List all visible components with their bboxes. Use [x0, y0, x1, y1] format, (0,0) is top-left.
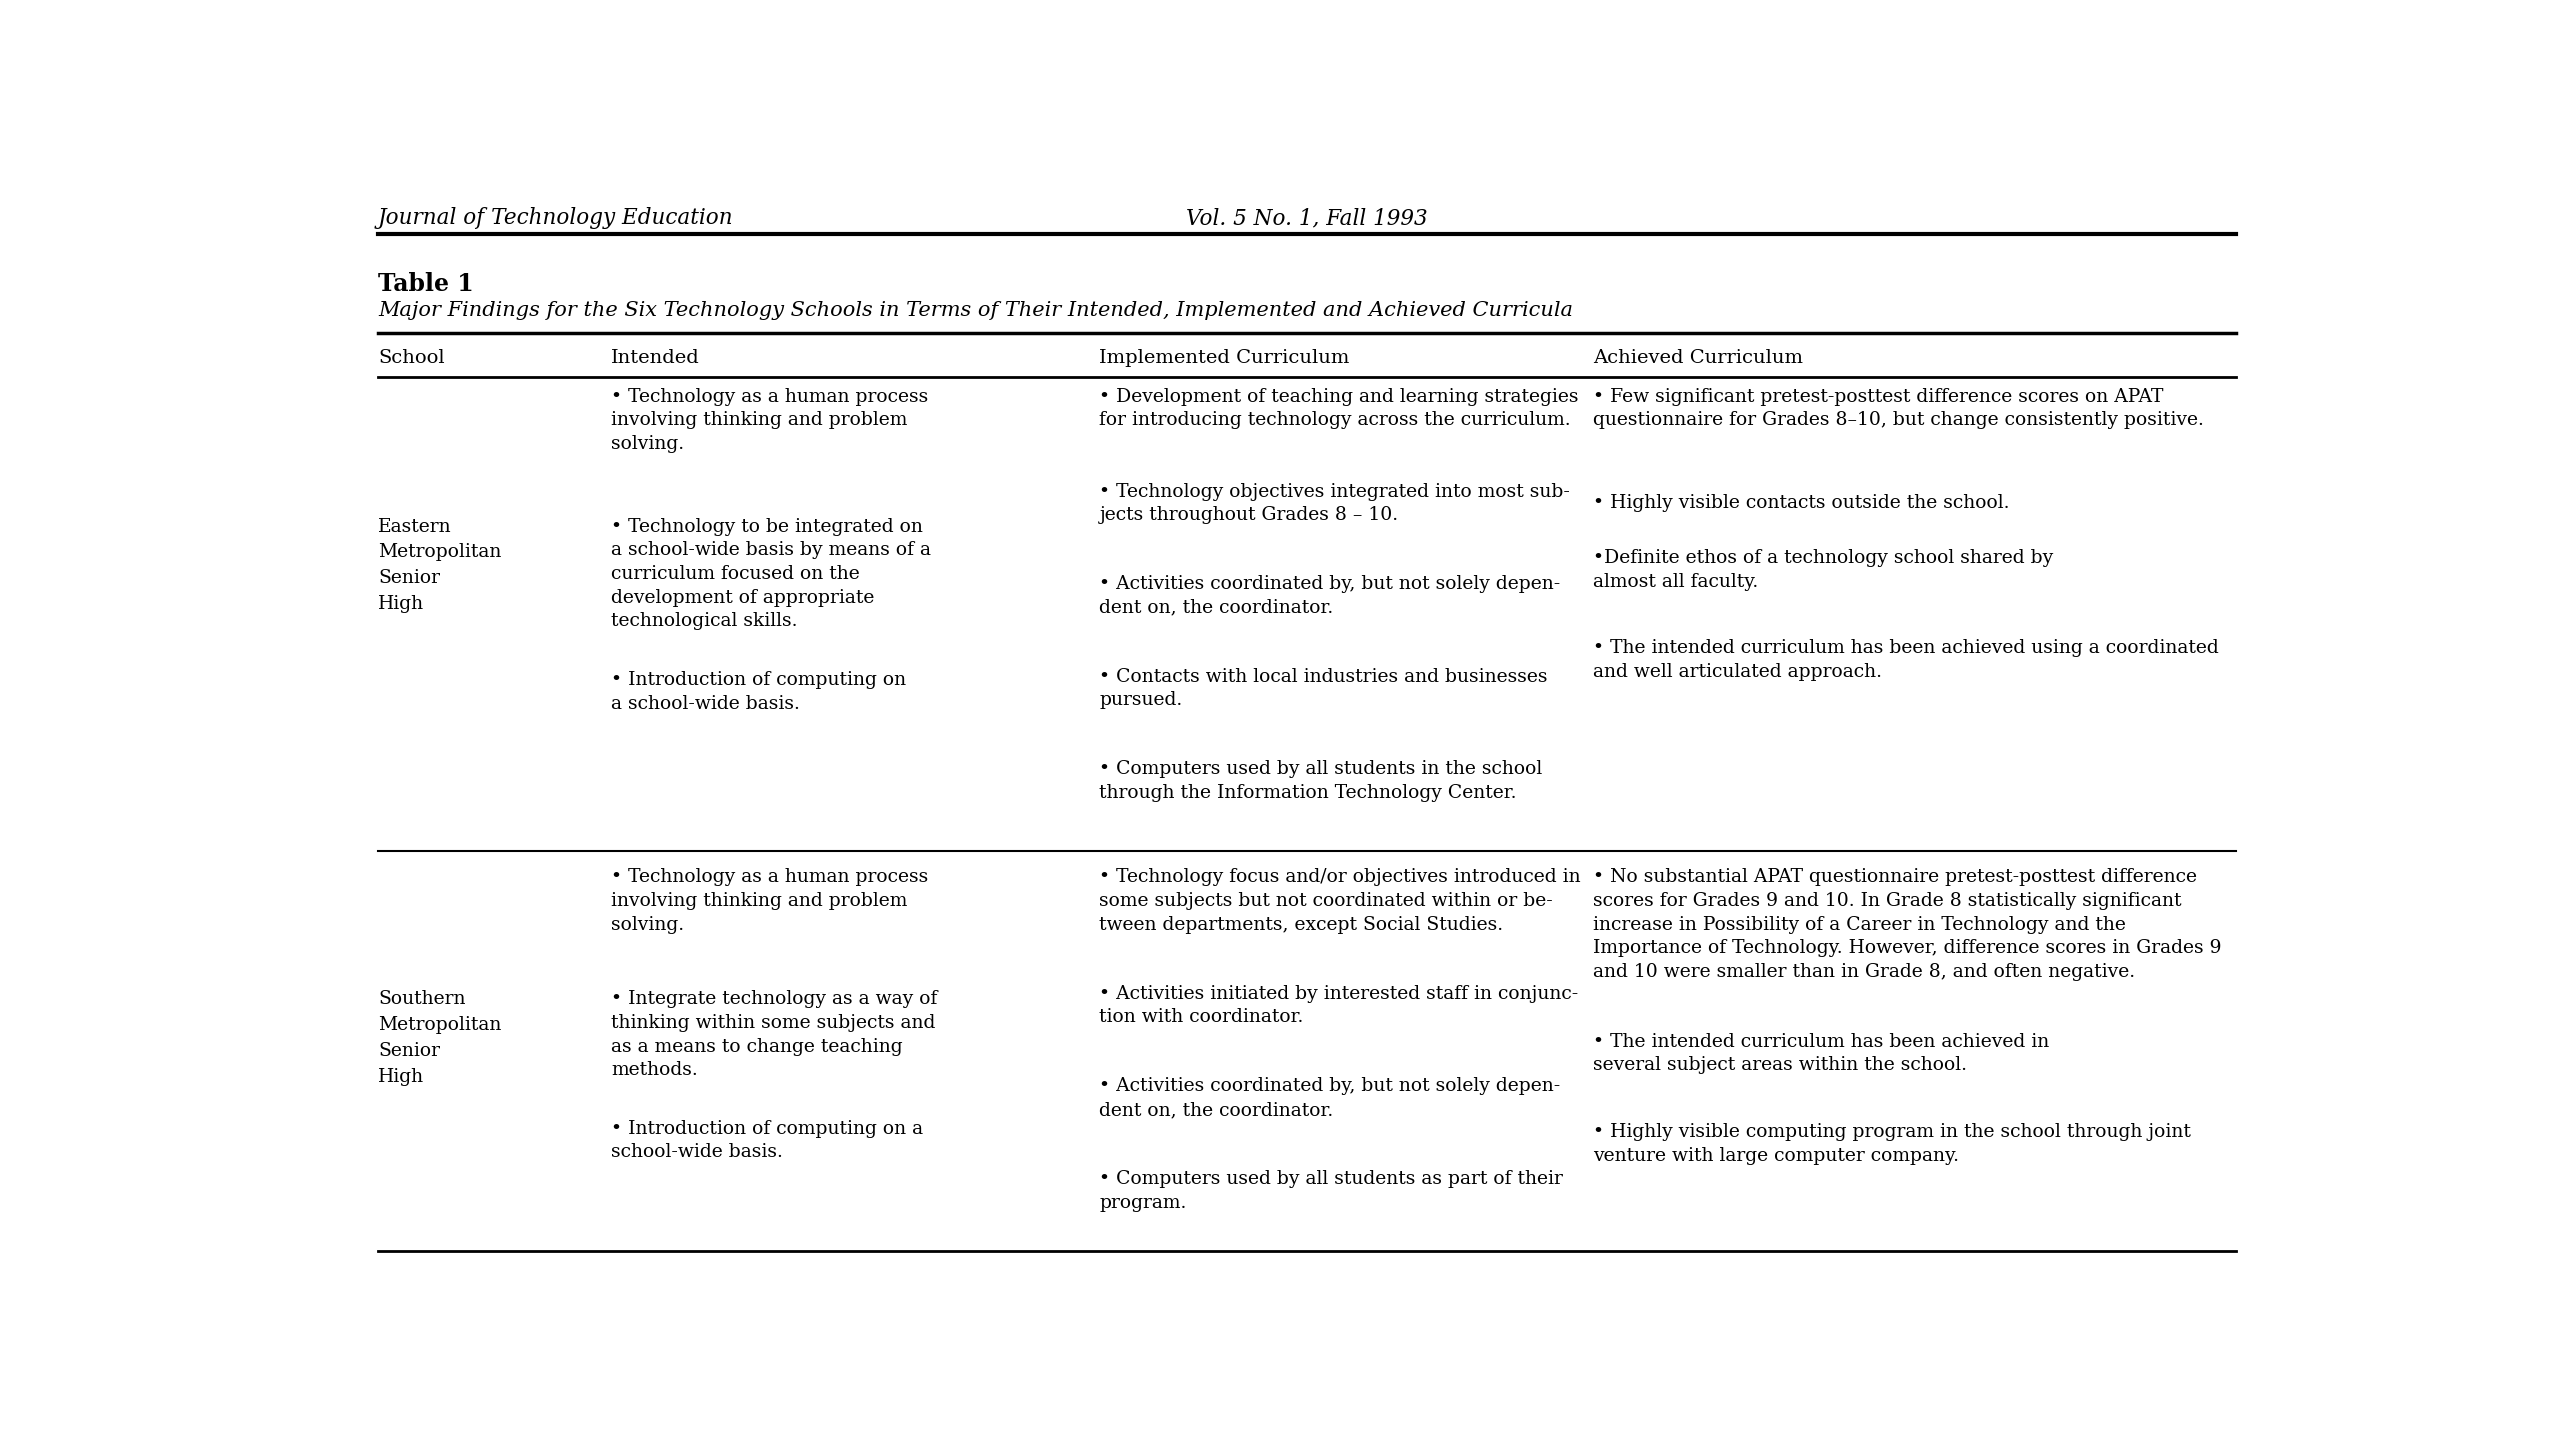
- Text: • Computers used by all students in the school
through the Information Technolog: • Computers used by all students in the …: [1099, 760, 1543, 802]
- Text: • Activities initiated by interested staff in conjunc-
tion with coordinator.: • Activities initiated by interested sta…: [1099, 985, 1578, 1027]
- Text: Intended: Intended: [612, 349, 701, 366]
- Text: Implemented Curriculum: Implemented Curriculum: [1099, 349, 1349, 366]
- Text: • Technology as a human process
involving thinking and problem
solving.: • Technology as a human process involvin…: [612, 869, 928, 934]
- Text: • Integrate technology as a way of
thinking within some subjects and
as a means : • Integrate technology as a way of think…: [612, 990, 938, 1079]
- Text: • Technology as a human process
involving thinking and problem
solving.: • Technology as a human process involvin…: [612, 388, 928, 453]
- Text: • Computers used by all students as part of their
program.: • Computers used by all students as part…: [1099, 1170, 1563, 1212]
- Text: • Technology to be integrated on
a school-wide basis by means of a
curriculum fo: • Technology to be integrated on a schoo…: [612, 518, 931, 630]
- Text: • Contacts with local industries and businesses
pursued.: • Contacts with local industries and bus…: [1099, 668, 1548, 710]
- Text: •Definite ethos of a technology school shared by
almost all faculty.: •Definite ethos of a technology school s…: [1594, 549, 2053, 591]
- Text: • Activities coordinated by, but not solely depen-
dent on, the coordinator.: • Activities coordinated by, but not sol…: [1099, 575, 1561, 617]
- Text: • Technology objectives integrated into most sub-
jects throughout Grades 8 – 10: • Technology objectives integrated into …: [1099, 482, 1571, 524]
- Text: • Highly visible contacts outside the school.: • Highly visible contacts outside the sc…: [1594, 494, 2009, 511]
- Text: Southern
Metropolitan
Senior
High: Southern Metropolitan Senior High: [377, 990, 502, 1086]
- Text: • Activities coordinated by, but not solely depen-
dent on, the coordinator.: • Activities coordinated by, but not sol…: [1099, 1077, 1561, 1119]
- Text: Major Findings for the Six Technology Schools in Terms of Their Intended, Implem: Major Findings for the Six Technology Sc…: [377, 301, 1573, 320]
- Text: Journal of Technology Education: Journal of Technology Education: [377, 207, 734, 229]
- Text: Table 1: Table 1: [377, 272, 474, 295]
- Text: • The intended curriculum has been achieved in
several subject areas within the : • The intended curriculum has been achie…: [1594, 1032, 2050, 1074]
- Text: • Few significant pretest-posttest difference scores on APAT
questionnaire for G: • Few significant pretest-posttest diffe…: [1594, 388, 2203, 430]
- Text: Eastern
Metropolitan
Senior
High: Eastern Metropolitan Senior High: [377, 518, 502, 613]
- Text: • Introduction of computing on
a school-wide basis.: • Introduction of computing on a school-…: [612, 670, 905, 712]
- Text: • No substantial APAT questionnaire pretest-posttest difference
scores for Grade: • No substantial APAT questionnaire pret…: [1594, 869, 2221, 980]
- Text: • Introduction of computing on a
school-wide basis.: • Introduction of computing on a school-…: [612, 1119, 923, 1161]
- Text: • Highly visible computing program in the school through joint
venture with larg: • Highly visible computing program in th…: [1594, 1124, 2190, 1164]
- Text: Vol. 5 No. 1, Fall 1993: Vol. 5 No. 1, Fall 1993: [1186, 207, 1428, 229]
- Text: • The intended curriculum has been achieved using a coordinated
and well articul: • The intended curriculum has been achie…: [1594, 639, 2218, 681]
- Text: • Technology focus and/or objectives introduced in
some subjects but not coordin: • Technology focus and/or objectives int…: [1099, 869, 1581, 934]
- Text: School: School: [377, 349, 444, 366]
- Text: • Development of teaching and learning strategies
for introducing technology acr: • Development of teaching and learning s…: [1099, 388, 1578, 430]
- Text: Achieved Curriculum: Achieved Curriculum: [1594, 349, 1803, 366]
